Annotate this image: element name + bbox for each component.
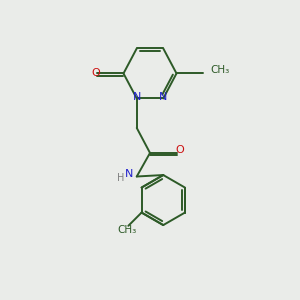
Text: N: N xyxy=(133,92,141,102)
Text: O: O xyxy=(91,68,100,78)
Text: N: N xyxy=(159,92,167,102)
Text: H: H xyxy=(117,173,124,183)
Text: O: O xyxy=(175,145,184,155)
Text: CH₃: CH₃ xyxy=(210,65,230,76)
Text: N: N xyxy=(125,169,134,178)
Text: CH₃: CH₃ xyxy=(117,225,136,235)
